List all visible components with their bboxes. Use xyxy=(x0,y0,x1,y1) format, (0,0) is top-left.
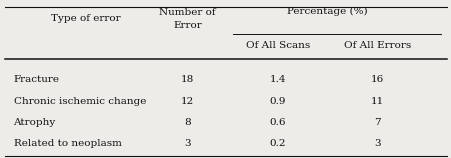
Text: Of All Scans: Of All Scans xyxy=(245,41,309,50)
Text: Related to neoplasm: Related to neoplasm xyxy=(14,139,121,148)
Text: 3: 3 xyxy=(184,139,190,148)
Text: Fracture: Fracture xyxy=(14,75,60,83)
Text: 1.4: 1.4 xyxy=(269,75,285,83)
Text: 12: 12 xyxy=(180,97,194,106)
Text: 3: 3 xyxy=(373,139,380,148)
Text: Number of
Error: Number of Error xyxy=(159,8,216,30)
Text: 0.6: 0.6 xyxy=(269,118,285,127)
Text: 8: 8 xyxy=(184,118,190,127)
Text: Percentage (%): Percentage (%) xyxy=(287,6,367,16)
Text: 18: 18 xyxy=(180,75,194,83)
Text: Of All Errors: Of All Errors xyxy=(343,41,410,50)
Text: 0.2: 0.2 xyxy=(269,139,285,148)
Text: 11: 11 xyxy=(370,97,383,106)
Text: Type of error: Type of error xyxy=(51,15,120,23)
Text: 16: 16 xyxy=(370,75,383,83)
Text: Atrophy: Atrophy xyxy=(14,118,55,127)
Text: 0.9: 0.9 xyxy=(269,97,285,106)
Text: Chronic ischemic change: Chronic ischemic change xyxy=(14,97,146,106)
Text: 7: 7 xyxy=(373,118,380,127)
